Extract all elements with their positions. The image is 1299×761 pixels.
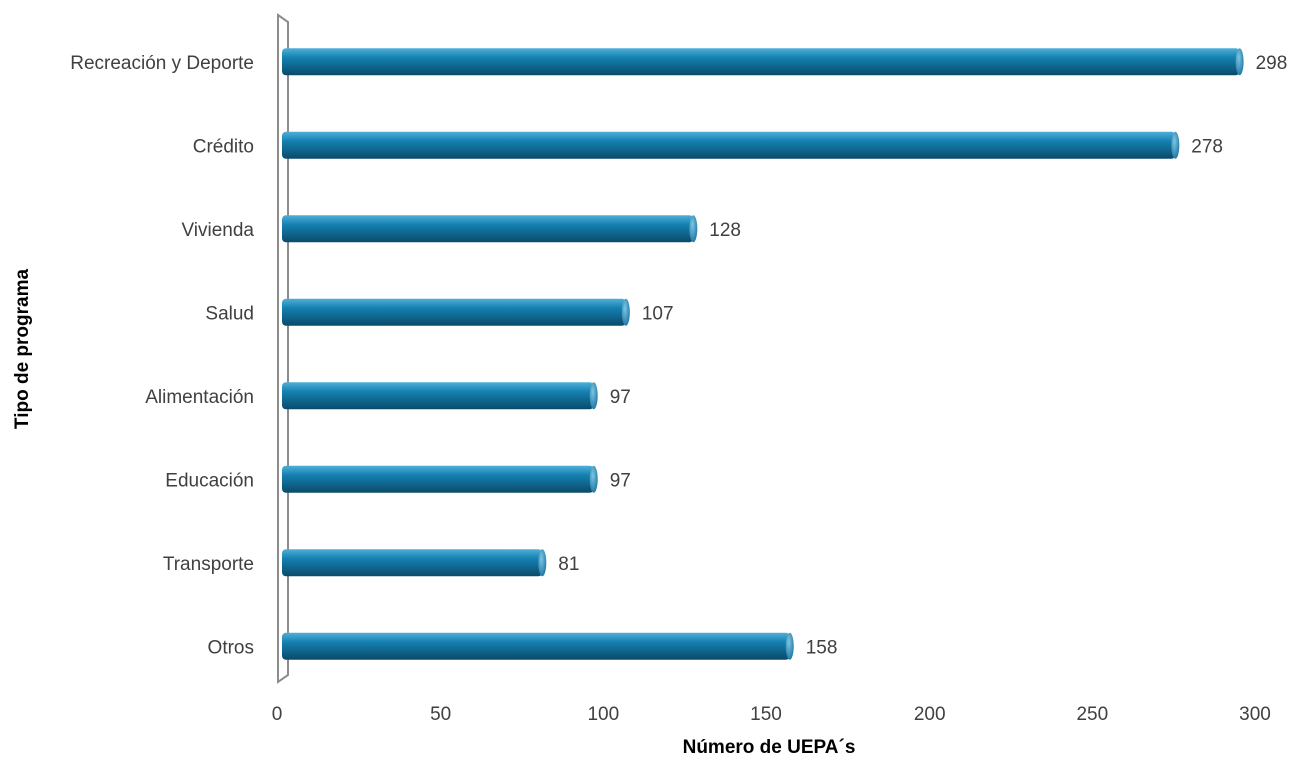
bar-cap-educacion <box>589 465 598 493</box>
category-label-alimentacion: Alimentación <box>145 387 254 408</box>
x-tick-label-250: 250 <box>1076 704 1108 725</box>
value-label-vivienda: 128 <box>709 220 741 241</box>
bar-cap-transporte <box>538 549 547 577</box>
value-label-alimentacion: 97 <box>610 387 631 408</box>
x-tick-label-300: 300 <box>1239 704 1271 725</box>
value-label-recreacion-y-deporte: 298 <box>1256 53 1288 74</box>
x-tick-labels: 0 50 100 150 200 250 300 <box>272 704 1271 725</box>
bar-cap-alimentacion <box>589 382 598 410</box>
value-label-salud: 107 <box>642 303 674 324</box>
category-label-credito: Crédito <box>193 136 254 157</box>
value-label-credito: 278 <box>1191 136 1223 157</box>
category-label-otros: Otros <box>208 637 254 658</box>
x-tick-label-0: 0 <box>272 704 283 725</box>
x-axis-title: Número de UEPA´s <box>683 737 856 758</box>
bar-cap-credito <box>1171 131 1180 159</box>
value-label-educacion: 97 <box>610 470 631 491</box>
x-tick-label-150: 150 <box>750 704 782 725</box>
category-label-salud: Salud <box>205 303 254 324</box>
bar-otros <box>282 632 790 660</box>
bar-salud <box>282 298 626 326</box>
x-tick-label-100: 100 <box>587 704 619 725</box>
category-axis-wall <box>277 13 289 684</box>
x-tick-label-50: 50 <box>430 704 451 725</box>
bar-vivienda <box>282 215 694 243</box>
category-label-transporte: Transporte <box>163 554 254 575</box>
category-label-vivienda: Vivienda <box>181 220 254 241</box>
category-label-educacion: Educación <box>165 470 254 491</box>
bar-cap-vivienda <box>689 215 698 243</box>
x-tick-label-200: 200 <box>914 704 946 725</box>
bar-recreacion-y-deporte <box>282 48 1240 76</box>
bar-credito <box>282 131 1176 159</box>
value-label-transporte: 81 <box>558 554 579 575</box>
bar-cap-recreacion-y-deporte <box>1235 48 1244 76</box>
bars-group <box>282 48 1244 660</box>
value-label-otros: 158 <box>806 637 838 658</box>
category-label-recreacion-y-deporte: Recreación y Deporte <box>70 53 254 74</box>
y-axis-title: Tipo de programa <box>12 269 33 430</box>
bar-alimentacion <box>282 382 594 410</box>
value-labels: 298 278 128 107 97 97 81 158 <box>558 53 1287 659</box>
bar-cap-otros <box>785 632 794 660</box>
category-labels: Recreación y Deporte Crédito Vivienda Salud… <box>70 53 254 659</box>
bar-educacion <box>282 465 594 493</box>
bar-transporte <box>282 549 543 577</box>
bar-cap-salud <box>621 298 630 326</box>
